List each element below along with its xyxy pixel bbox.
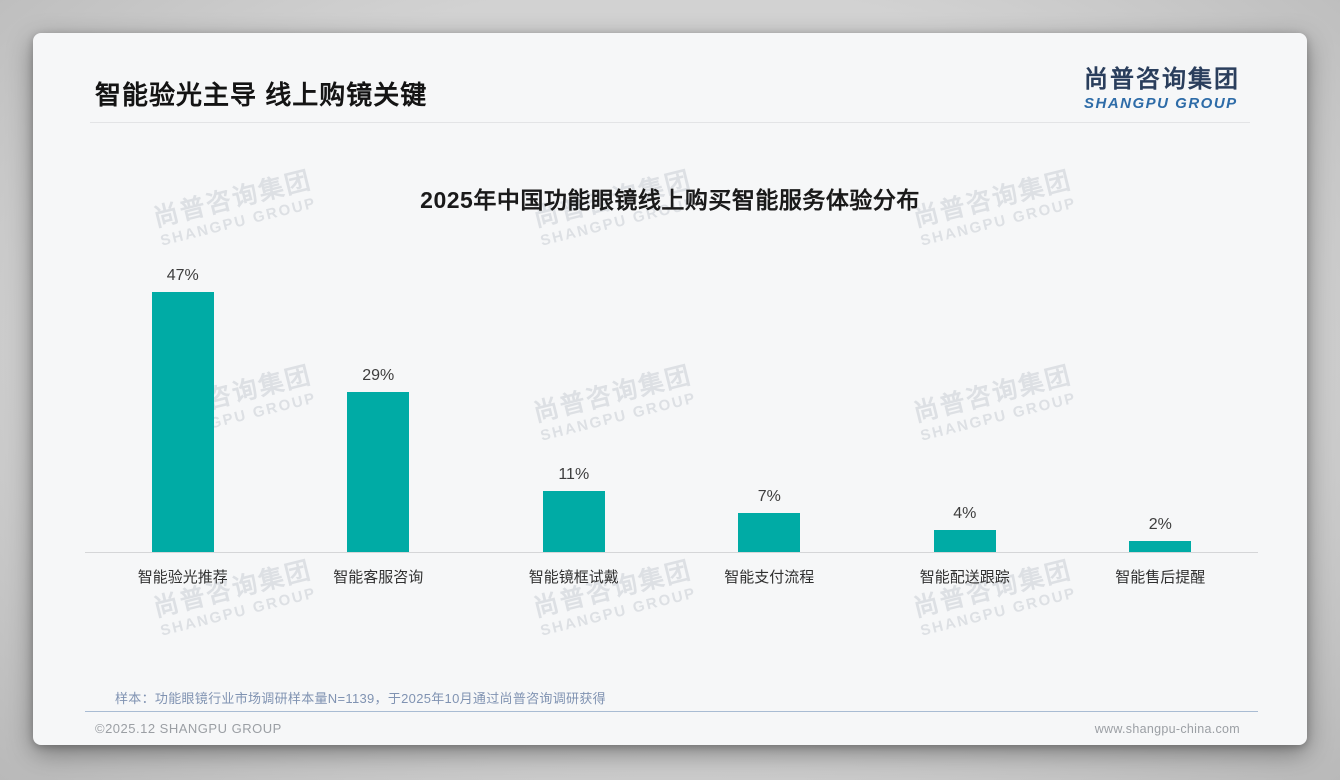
title-divider bbox=[90, 122, 1250, 123]
bar-column: 29% 智能客服咨询 bbox=[281, 263, 477, 623]
page-title: 智能验光主导 线上购镜关键 bbox=[95, 80, 428, 110]
bar bbox=[738, 513, 801, 552]
bar-value-label: 2% bbox=[1148, 516, 1172, 533]
category-label: 智能售后提醒 bbox=[1115, 569, 1206, 586]
category-label: 智能验光推荐 bbox=[137, 569, 228, 586]
slide-card: 尚普咨询集团 SHANGPU GROUP 尚普咨询集团 SHANGPU GROUP 尚普… bbox=[33, 33, 1307, 745]
bar-column: 11% 智能镜框试戴 bbox=[476, 263, 672, 623]
bar-value-label: 7% bbox=[757, 488, 781, 505]
bar-columns: 47% 智能验光推荐 29% 智能客服咨询 11% 智能镜框试戴 7% 智能支付流程 4% 智能配… bbox=[85, 263, 1258, 623]
bar-value-label: 29% bbox=[362, 367, 395, 384]
sample-note: 样本：功能眼镜行业市场调研样本量N=1139，于2025年10月通过尚普咨询调研… bbox=[115, 691, 606, 706]
bar bbox=[151, 292, 214, 552]
logo-cn-text: 尚普咨询集团 bbox=[1084, 66, 1240, 93]
bar-column: 7% 智能支付流程 bbox=[672, 263, 868, 623]
bar bbox=[347, 392, 410, 552]
bar-value-label: 47% bbox=[166, 267, 199, 284]
bar-chart: 47% 智能验光推荐 29% 智能客服咨询 11% 智能镜框试戴 7% 智能支付流程 4% 智能配… bbox=[85, 263, 1258, 623]
footer-copyright: ©2025.12 SHANGPU GROUP bbox=[95, 721, 282, 736]
category-label: 智能客服咨询 bbox=[333, 569, 424, 586]
chart-title: 2025年中国功能眼镜线上购买智能服务体验分布 bbox=[420, 187, 920, 213]
bar-column: 47% 智能验光推荐 bbox=[85, 263, 281, 623]
bar bbox=[542, 491, 605, 552]
category-label: 智能配送跟踪 bbox=[919, 569, 1010, 586]
bar-value-label: 11% bbox=[558, 466, 590, 483]
x-axis-line bbox=[85, 552, 1258, 553]
category-label: 智能支付流程 bbox=[724, 569, 815, 586]
bar-column: 4% 智能配送跟踪 bbox=[867, 263, 1063, 623]
footer-website: www.shangpu-china.com bbox=[1094, 722, 1240, 736]
category-label: 智能镜框试戴 bbox=[528, 569, 619, 586]
footer-divider bbox=[85, 711, 1258, 712]
company-logo: 尚普咨询集团 SHANGPU GROUP bbox=[1084, 59, 1240, 112]
bar-value-label: 4% bbox=[953, 505, 977, 522]
bar bbox=[1129, 541, 1192, 552]
logo-en-text: SHANGPU GROUP bbox=[1084, 95, 1238, 112]
bar bbox=[933, 530, 996, 552]
bar-column: 2% 智能售后提醒 bbox=[1063, 263, 1259, 623]
